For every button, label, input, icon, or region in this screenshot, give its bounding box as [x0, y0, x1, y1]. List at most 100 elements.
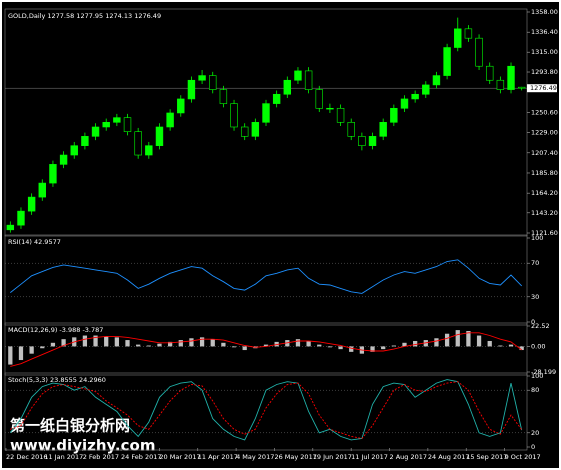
- candle-body: [251, 122, 260, 137]
- histogram-bar: [29, 346, 34, 354]
- candle-body: [390, 107, 398, 123]
- candle-body: [166, 112, 174, 128]
- histogram-bar: [136, 344, 141, 347]
- x-tick-label: 22 Dec 2016: [6, 453, 48, 461]
- x-tick-label: 26 May 2017: [274, 453, 316, 461]
- panel-frame: [4, 234, 528, 326]
- histogram-bar: [519, 346, 524, 351]
- panel-frame: [4, 8, 528, 237]
- histogram-bar: [231, 346, 237, 348]
- candle-body: [475, 37, 483, 67]
- watermark: www.diyizhy.com: [10, 437, 155, 455]
- candle-body: [294, 70, 302, 81]
- histogram-bar: [327, 346, 333, 348]
- candle-body: [81, 136, 89, 146]
- panel-frame: [4, 372, 528, 451]
- candle-body: [123, 117, 132, 132]
- candle-body: [38, 182, 46, 198]
- y-tick-label: 80: [531, 386, 539, 394]
- y-tick-label: 1336.40: [531, 28, 558, 36]
- y-tick-label: 0.00: [531, 342, 545, 350]
- y-tick-label: 1250.60: [531, 108, 558, 116]
- y-tick-label: 1358.00: [531, 8, 558, 16]
- indicator-line: [10, 259, 523, 294]
- candle-body: [49, 164, 57, 184]
- histogram-bar: [455, 330, 460, 347]
- histogram-bar: [61, 339, 66, 347]
- y-tick-label: 1229.00: [531, 129, 558, 137]
- candle-body: [70, 145, 78, 156]
- candle-body: [422, 84, 430, 95]
- candle-body: [336, 107, 345, 123]
- candle-body: [102, 122, 110, 128]
- histogram-bar: [167, 341, 173, 347]
- candle-body: [198, 75, 206, 81]
- histogram-bar: [476, 335, 482, 347]
- histogram-bar: [413, 340, 418, 347]
- histogram-bar: [114, 337, 119, 347]
- y-tick-label: 1185.80: [531, 169, 558, 177]
- candle-body: [368, 136, 377, 146]
- candle-body: [27, 196, 36, 212]
- y-tick-label: 0: [531, 443, 535, 451]
- histogram-bar: [93, 335, 98, 347]
- x-tick-label: 11 Jul 2017: [351, 453, 388, 461]
- candle-body: [358, 136, 366, 146]
- candle-body: [155, 126, 164, 146]
- x-tick-label: 24 Feb 2017: [121, 453, 161, 461]
- indicator-line: [9, 379, 523, 441]
- candle-body: [230, 103, 238, 128]
- histogram-bar: [498, 345, 503, 347]
- panel-title: GOLD,Daily 1277.58 1277.95 1274.13 1276.…: [8, 12, 161, 20]
- y-tick-label: 100: [531, 372, 543, 380]
- histogram-bar: [444, 333, 450, 347]
- candle-body: [517, 86, 526, 89]
- candle-body: [177, 98, 185, 114]
- price-box-label: 1276.49: [530, 84, 557, 92]
- y-tick-label: 1207.40: [531, 149, 558, 157]
- candle-body: [379, 122, 387, 137]
- y-tick-label: 0: [531, 318, 535, 326]
- y-tick-label: 20: [531, 429, 539, 437]
- indicator-line: [10, 381, 523, 439]
- candle-body: [113, 117, 121, 123]
- x-tick-label: 19 Jun 2017: [313, 453, 352, 461]
- candle-body: [315, 89, 323, 109]
- x-tick-label: 20 Mar 2017: [159, 453, 200, 461]
- candle-body: [6, 224, 15, 231]
- histogram-bar: [338, 346, 343, 350]
- candle-body: [507, 65, 515, 90]
- candle-body: [496, 79, 505, 90]
- price-box: [527, 84, 557, 93]
- candle-body: [272, 93, 281, 104]
- histogram-bar: [104, 336, 109, 347]
- candle-body: [219, 89, 228, 104]
- histogram-bar: [370, 346, 375, 352]
- histogram-bar: [82, 335, 88, 347]
- panel-title: MACD(12,26,9) -3.988 -3.787: [8, 326, 103, 334]
- histogram-bar: [189, 338, 194, 347]
- y-tick-label: 70: [531, 259, 539, 267]
- histogram-bar: [306, 340, 311, 347]
- histogram-bar: [221, 342, 226, 347]
- indicator-line: [10, 332, 522, 367]
- candle-body: [411, 93, 419, 100]
- y-tick-label: 100: [531, 234, 543, 242]
- candle-body: [400, 98, 409, 109]
- panel-frame: [4, 322, 528, 376]
- candle-body: [240, 126, 249, 137]
- candle-body: [145, 145, 153, 156]
- histogram-bar: [434, 338, 439, 347]
- y-tick-label: 30: [531, 293, 539, 301]
- y-tick-label: 1164.20: [531, 189, 558, 197]
- histogram-bar: [317, 344, 322, 347]
- histogram-bar: [8, 346, 13, 365]
- histogram-bar: [178, 340, 183, 347]
- y-tick-label: 1293.80: [531, 68, 558, 76]
- candle-body: [304, 70, 313, 90]
- x-tick-label: 4 May 2017: [236, 453, 274, 461]
- candle-body: [486, 65, 494, 81]
- y-tick-label: 1315.00: [531, 48, 558, 56]
- x-tick-label: 24 Aug 2017: [428, 453, 470, 461]
